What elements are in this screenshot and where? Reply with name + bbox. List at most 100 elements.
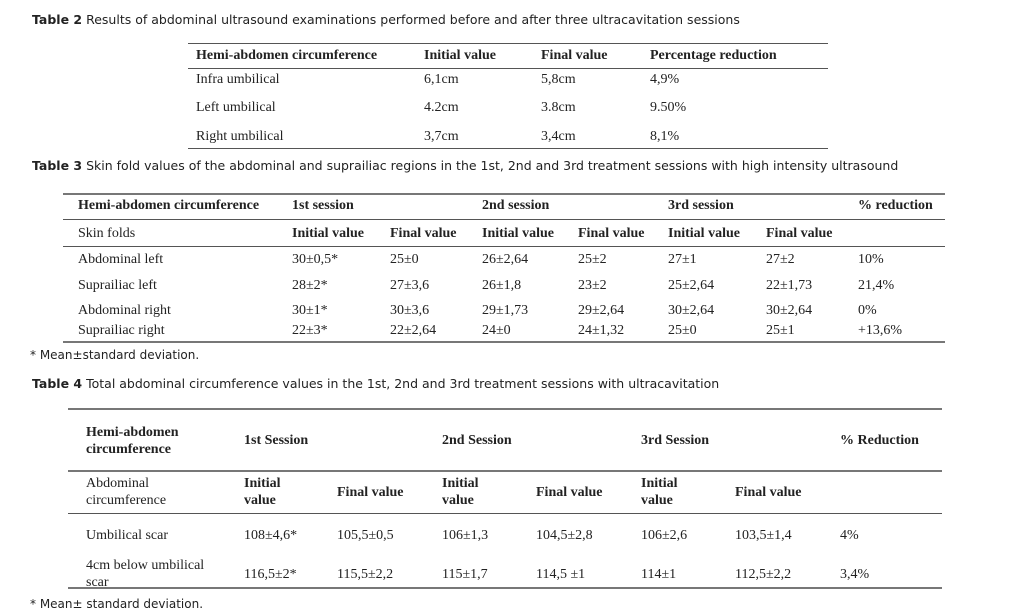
table2-cell: 3,7cm bbox=[424, 129, 459, 144]
table4-cell: 115±1,7 bbox=[442, 567, 488, 582]
table3-cell: 26±2,64 bbox=[482, 252, 529, 267]
table3-cell: Suprailiac right bbox=[78, 323, 165, 338]
table3-cell: 22±2,64 bbox=[390, 323, 437, 338]
table3-subheader: Skin folds bbox=[78, 226, 136, 241]
table3-cell: 0% bbox=[858, 303, 877, 318]
table2-cell: 3,4cm bbox=[541, 129, 576, 144]
table3-header: % reduction bbox=[858, 198, 933, 213]
table3-label: Table 3 bbox=[32, 158, 83, 173]
table3-caption-text: Skin fold values of the abdominal and su… bbox=[86, 158, 899, 173]
table4-label: Table 4 bbox=[32, 376, 83, 391]
table3-caption: Table 3 Skin fold values of the abdomina… bbox=[32, 158, 898, 173]
table3-cell: Abdominal left bbox=[78, 252, 164, 267]
table4-cell: 104,5±2,8 bbox=[536, 528, 593, 543]
table2-cell: 8,1% bbox=[650, 129, 680, 144]
table-rule bbox=[188, 43, 828, 44]
table2-header: Percentage reduction bbox=[650, 48, 777, 63]
table3-cell: 30±2,64 bbox=[668, 303, 715, 318]
table4-cell: 114,5 ±1 bbox=[536, 567, 586, 582]
table2-caption-text: Results of abdominal ultrasound examinat… bbox=[86, 12, 740, 27]
table3-cell: 25±0 bbox=[390, 252, 419, 267]
table4-cell: 112,5±2,2 bbox=[735, 567, 792, 582]
table3-cell: 30±2,64 bbox=[766, 303, 813, 318]
table3-subheader: Initial value bbox=[668, 226, 740, 241]
table2-cell: 3.8cm bbox=[541, 100, 576, 115]
table2-caption: Table 2 Results of abdominal ultrasound … bbox=[32, 12, 740, 27]
table-rule bbox=[63, 193, 945, 195]
table3-cell: 30±3,6 bbox=[390, 303, 430, 318]
table3-cell: 24±1,32 bbox=[578, 323, 625, 338]
table3-subheader: Final value bbox=[390, 226, 457, 241]
table4-header: % Reduction bbox=[840, 433, 919, 448]
table4-cell: 115,5±2,2 bbox=[337, 567, 394, 582]
table-rule bbox=[63, 219, 945, 220]
table2-cell: 6,1cm bbox=[424, 72, 459, 87]
table3-cell: 26±1,8 bbox=[482, 278, 522, 293]
table2-header: Hemi-abdomen circumference bbox=[196, 48, 378, 63]
table-rule bbox=[63, 341, 945, 343]
table3-cell: 25±2 bbox=[578, 252, 607, 267]
table3-subheader: Initial value bbox=[292, 226, 364, 241]
table-rule bbox=[188, 148, 828, 149]
table4-cell: Umbilical scar bbox=[86, 528, 169, 543]
table4-subheader: Abdominal circumference bbox=[86, 476, 167, 508]
table3-footnote: * Mean±standard deviation. bbox=[30, 348, 200, 362]
table3-cell: 27±3,6 bbox=[390, 278, 430, 293]
table-rule bbox=[68, 513, 942, 514]
table3-cell: 10% bbox=[858, 252, 884, 267]
table2-cell: 5,8cm bbox=[541, 72, 576, 87]
table3-header: 1st session bbox=[292, 198, 354, 213]
table3-cell: 22±1,73 bbox=[766, 278, 813, 293]
table4-cell: 105,5±0,5 bbox=[337, 528, 394, 543]
table4-cell: 103,5±1,4 bbox=[735, 528, 792, 543]
table2-header: Final value bbox=[541, 48, 608, 63]
table4-caption-text: Total abdominal circumference values in … bbox=[86, 376, 720, 391]
table3-header: Hemi-abdomen circumference bbox=[78, 198, 260, 213]
table4-header: 2nd Session bbox=[442, 433, 512, 448]
table3-cell: 22±3* bbox=[292, 323, 328, 338]
table3-cell: 29±2,64 bbox=[578, 303, 625, 318]
table4-subheader: Final value bbox=[536, 485, 603, 500]
table3-cell: 25±0 bbox=[668, 323, 697, 338]
table2-cell: 4,9% bbox=[650, 72, 680, 87]
table4-header: 3rd Session bbox=[641, 433, 710, 448]
table4-subheader: Initial value bbox=[442, 476, 479, 508]
table4-subheader: Initial value bbox=[244, 476, 281, 508]
table4-cell: 4cm below umbilical scar bbox=[86, 558, 205, 590]
table3-cell: Suprailiac left bbox=[78, 278, 157, 293]
table-rule bbox=[68, 587, 942, 589]
table4-cell: 3,4% bbox=[840, 567, 870, 582]
table4-cell: 116,5±2* bbox=[244, 567, 297, 582]
table3-cell: 27±1 bbox=[668, 252, 697, 267]
table2-header: Initial value bbox=[424, 48, 496, 63]
table3-cell: 23±2 bbox=[578, 278, 607, 293]
table3-subheader: Initial value bbox=[482, 226, 554, 241]
table3-cell: 28±2* bbox=[292, 278, 328, 293]
table2-label: Table 2 bbox=[32, 12, 83, 27]
table3-cell: 29±1,73 bbox=[482, 303, 529, 318]
table3-cell: 30±0,5* bbox=[292, 252, 339, 267]
table2-cell: 9.50% bbox=[650, 100, 687, 115]
table4-header: Hemi-abdomen circumference bbox=[86, 425, 179, 457]
table3-subheader: Final value bbox=[578, 226, 645, 241]
table4-footnote: * Mean± standard deviation. bbox=[30, 597, 204, 611]
table2-cell: Right umbilical bbox=[196, 129, 284, 144]
table3-cell: 24±0 bbox=[482, 323, 511, 338]
table4-caption: Table 4 Total abdominal circumference va… bbox=[32, 376, 719, 391]
table4-subheader: Final value bbox=[337, 485, 404, 500]
table3-subheader: Final value bbox=[766, 226, 833, 241]
table4-cell: 106±2,6 bbox=[641, 528, 688, 543]
table3-cell: 25±2,64 bbox=[668, 278, 715, 293]
table3-cell: 27±2 bbox=[766, 252, 795, 267]
table3-cell: 30±1* bbox=[292, 303, 328, 318]
table3-cell: Abdominal right bbox=[78, 303, 171, 318]
table4-cell: 106±1,3 bbox=[442, 528, 489, 543]
table3-cell: 25±1 bbox=[766, 323, 795, 338]
table-rule bbox=[68, 408, 942, 410]
table4-cell: 108±4,6* bbox=[244, 528, 298, 543]
table4-header: 1st Session bbox=[244, 433, 309, 448]
table3-header: 2nd session bbox=[482, 198, 550, 213]
table4-subheader: Final value bbox=[735, 485, 802, 500]
table-rule bbox=[63, 246, 945, 247]
table3-cell: +13,6% bbox=[858, 323, 903, 338]
